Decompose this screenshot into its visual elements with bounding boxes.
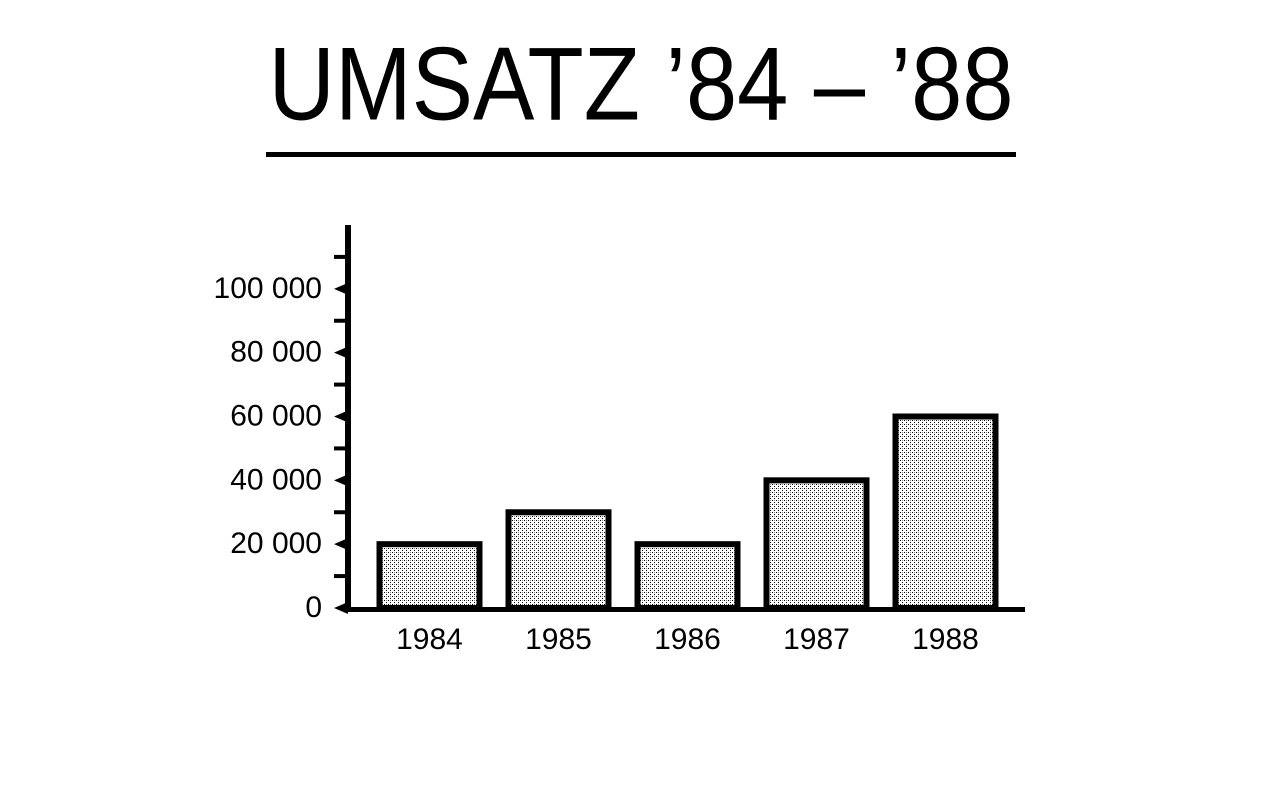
y-tick [334, 538, 348, 551]
y-tick-label: 80 000 [230, 336, 322, 369]
y-tick-label: 0 [305, 591, 322, 624]
x-tick-label: 1987 [783, 623, 850, 656]
y-tick [334, 410, 348, 423]
bar [763, 477, 870, 612]
bar [892, 413, 999, 611]
y-tick [334, 602, 348, 614]
chart-title: UMSATZ ’84 – ’88 [269, 26, 1014, 142]
title-underline [266, 152, 1016, 157]
y-tick [334, 346, 348, 359]
x-tick-label: 1986 [654, 623, 721, 656]
y-tick-label: 20 000 [230, 527, 322, 560]
x-tick-label: 1984 [396, 623, 463, 656]
y-tick-label: 40 000 [230, 463, 322, 496]
bar [505, 509, 612, 611]
y-tick [334, 474, 348, 487]
y-tick [334, 282, 348, 295]
bar [376, 541, 483, 612]
bar [634, 541, 741, 612]
y-tick-label: 100 000 [214, 272, 322, 305]
y-tick-label: 60 000 [230, 399, 322, 432]
x-tick-label: 1988 [912, 623, 979, 656]
x-tick-label: 1985 [525, 623, 592, 656]
